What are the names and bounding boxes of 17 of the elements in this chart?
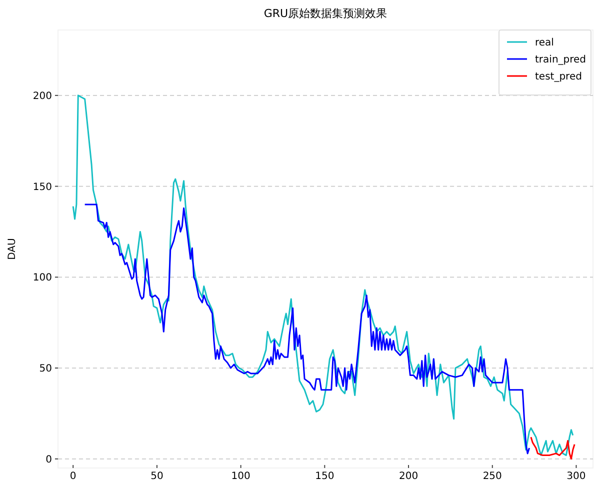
x-tick-label: 200 <box>398 471 418 482</box>
y-tick-label: 50 <box>39 364 52 375</box>
y-tick-label: 200 <box>32 90 52 102</box>
x-tick-label: 100 <box>231 471 250 482</box>
x-tick-label: 0 <box>70 471 76 482</box>
y-axis-title: DAU <box>7 238 18 260</box>
chart-title: GRU原始数据集预测效果 <box>264 7 388 20</box>
x-tick-label: 300 <box>566 471 586 482</box>
legend-label: real <box>535 38 554 48</box>
legend-label: train_pred <box>535 54 586 66</box>
legend-label: test_pred <box>535 72 582 82</box>
y-tick-label: 100 <box>32 272 52 284</box>
x-tick-label: 150 <box>315 471 334 482</box>
x-tick-label: 50 <box>150 471 164 482</box>
y-tick-label: 0 <box>46 454 52 466</box>
x-tick-label: 250 <box>482 471 502 482</box>
y-tick-label: 150 <box>32 182 52 193</box>
